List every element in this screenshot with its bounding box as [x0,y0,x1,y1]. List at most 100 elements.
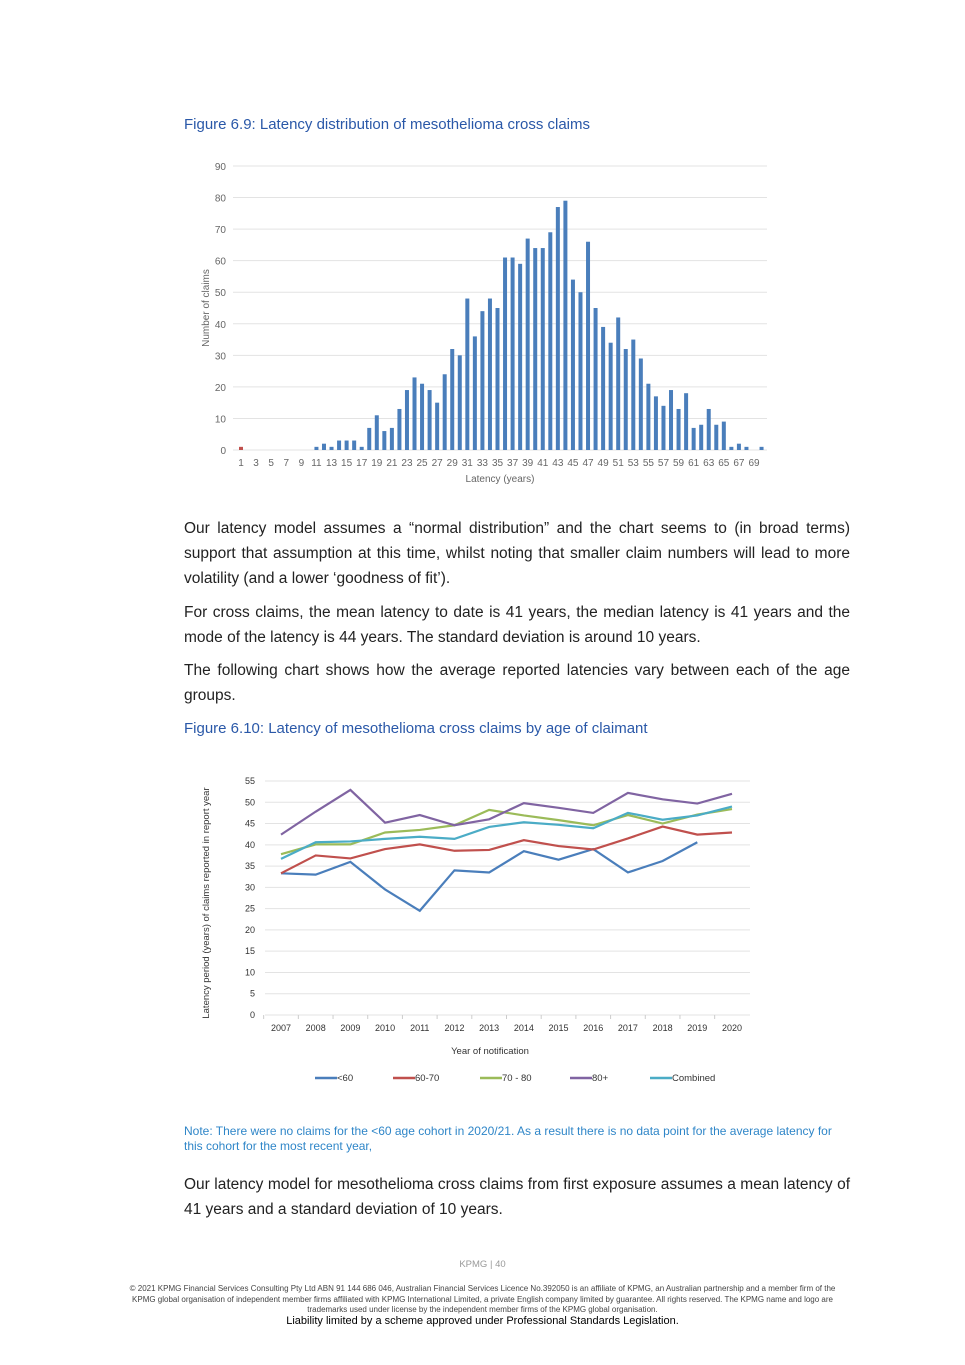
x-tick-label: 37 [507,458,519,469]
x-tick-label: 11 [311,458,322,469]
bar [684,393,689,450]
x-tick-label: 2007 [271,1023,291,1033]
paragraph: For cross claims, the mean latency to da… [184,604,850,646]
bar [510,257,515,450]
x-tick-label: 2013 [479,1023,499,1033]
bar [239,446,243,450]
bar [676,408,681,450]
bar [367,427,372,450]
bar [669,390,674,450]
page-number: KPMG | 40 [459,1259,506,1270]
legend-label: <60 [337,1073,353,1084]
x-tick-label: 2010 [375,1023,395,1033]
x-tick-label: 41 [537,458,549,469]
bar [638,358,643,450]
y-tick-label: 50 [245,797,255,807]
x-tick-label: 63 [703,458,715,469]
bar [495,308,500,450]
x-tick-label: 19 [371,458,383,469]
bar [397,408,402,450]
x-tick-label: 33 [477,458,489,469]
bar [314,446,319,450]
x-tick-label: 27 [432,458,444,469]
bar [555,207,560,450]
paragraph: Our latency model assumes a “normal dist… [184,520,850,587]
y-tick-label: 40 [245,840,255,850]
x-tick-label: 49 [598,458,610,469]
x-tick-label: 35 [492,458,504,469]
x-tick-label: 29 [447,458,459,469]
x-axis-title: Latency (years) [466,474,535,485]
y-tick-label: 30 [215,351,227,362]
y-tick-label: 35 [245,861,255,871]
x-tick-label: 61 [688,458,700,469]
x-tick-label: 2009 [340,1023,360,1033]
bar [374,415,379,450]
y-tick-label: 45 [245,819,255,829]
bar [420,383,425,450]
paragraph: The following chart shows how the averag… [184,662,850,704]
x-tick-label: 2015 [549,1023,569,1033]
bar [661,405,666,450]
x-tick-label: 1 [238,458,244,469]
x-tick-label: 25 [416,458,428,469]
x-tick-label: 57 [658,458,670,469]
y-tick-label: 10 [215,414,227,425]
x-tick-label: 7 [283,458,289,469]
bar [518,263,523,450]
bar [601,326,606,450]
paragraph: Our latency model for mesothelioma cross… [184,1176,850,1218]
bar [608,342,613,450]
x-tick-label: 2018 [653,1023,673,1033]
bar [359,446,364,450]
legal-notice: © 2021 KPMG Financial Services Consultin… [129,1284,836,1314]
y-tick-label: 60 [215,257,227,268]
bar [631,339,636,450]
bar [729,446,734,450]
x-tick-label: 15 [341,458,353,469]
x-tick-label: 67 [733,458,745,469]
x-tick-label: 17 [356,458,368,469]
bar [503,257,508,450]
y-tick-label: 30 [245,882,255,892]
y-tick-label: 20 [245,925,255,935]
bar [525,238,530,450]
x-tick-label: 3 [253,458,259,469]
bar [472,336,477,450]
figure-6-10-title: Figure 6.10: Latency of mesothelioma cro… [184,720,648,737]
y-tick-label: 25 [245,904,255,914]
line-series-60-70 [280,825,733,875]
x-tick-label: 51 [613,458,625,469]
latency-by-age-chart: 0 5 10 15 20 25 30 35 40 45 50 55 2007 2008 2009 2010 20… [201,776,750,1084]
bar [344,440,349,450]
bar [714,424,719,450]
y-tick-label: 15 [245,946,255,956]
bar [699,424,704,450]
x-tick-label: 21 [386,458,398,469]
x-tick-label: 2020 [722,1023,742,1033]
x-tick-label: 2008 [306,1023,326,1033]
x-tick-label: 9 [299,458,305,469]
bar [465,298,470,450]
legend-label: Combined [672,1073,715,1084]
x-tick-label: 2012 [444,1023,464,1033]
bar [563,200,568,450]
y-tick-label: 20 [215,383,227,394]
y-tick-label: 80 [215,194,227,205]
x-tick-label: 2017 [618,1023,638,1033]
x-tick-label: 23 [401,458,413,469]
bar [744,446,749,450]
bar [586,241,591,450]
bar [578,292,583,450]
x-tick-label: 2011 [410,1023,429,1033]
x-tick-label: 45 [567,458,579,469]
figure-6-9-title: Figure 6.9: Latency distribution of meso… [184,116,591,133]
line-series-80- [280,788,733,836]
y-tick-label: 50 [215,288,227,299]
bar [540,248,545,450]
x-tick-label: 43 [552,458,564,469]
bar [533,248,538,450]
bar [404,390,409,450]
x-axis-title: Year of notification [451,1046,529,1057]
